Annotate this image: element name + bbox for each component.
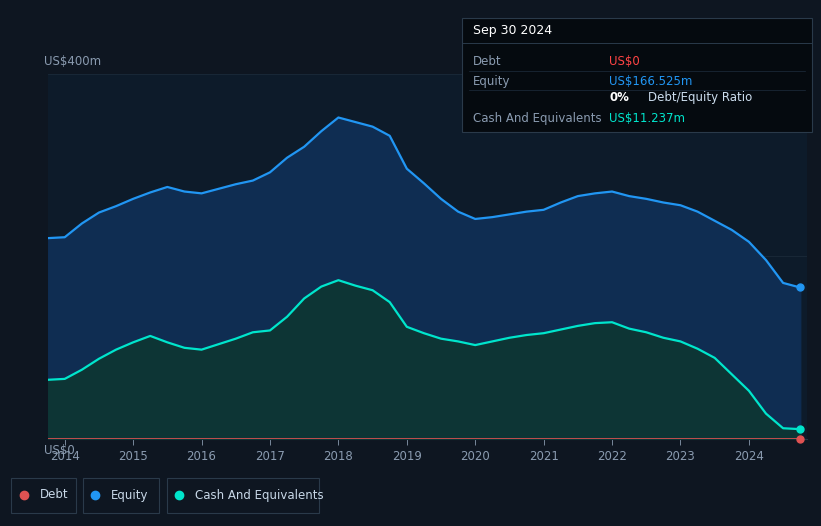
Text: Debt/Equity Ratio: Debt/Equity Ratio: [648, 92, 752, 104]
Text: Debt: Debt: [473, 55, 501, 68]
Text: Cash And Equivalents: Cash And Equivalents: [473, 112, 601, 125]
FancyBboxPatch shape: [167, 478, 319, 513]
Text: US$166.525m: US$166.525m: [609, 75, 692, 88]
Text: US$11.237m: US$11.237m: [609, 112, 685, 125]
FancyBboxPatch shape: [83, 478, 159, 513]
Text: Equity: Equity: [111, 489, 149, 501]
Text: US$400m: US$400m: [44, 55, 101, 68]
Text: Sep 30 2024: Sep 30 2024: [473, 24, 552, 37]
Text: Cash And Equivalents: Cash And Equivalents: [195, 489, 323, 501]
Text: US$0: US$0: [609, 55, 640, 68]
Text: US$0: US$0: [44, 444, 74, 458]
Bar: [462, 18, 812, 43]
Text: 0%: 0%: [609, 92, 629, 104]
FancyBboxPatch shape: [11, 478, 76, 513]
Text: Debt: Debt: [39, 489, 68, 501]
FancyBboxPatch shape: [462, 18, 812, 132]
Text: Equity: Equity: [473, 75, 510, 88]
